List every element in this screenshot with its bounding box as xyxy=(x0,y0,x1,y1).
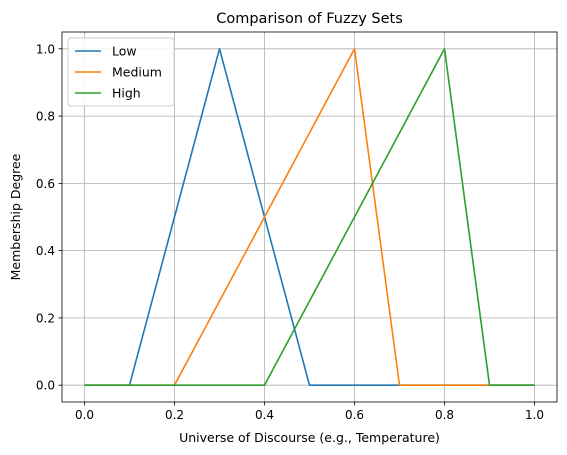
legend: Low Medium High xyxy=(67,37,175,107)
axis-ticks: 0.0 0.2 0.4 0.6 0.8 1.0 0.0 0.2 0.4 0.6 0.8 1.0 xyxy=(36,42,544,422)
chart-title: Comparison of Fuzzy Sets xyxy=(216,11,403,27)
legend-label-low: Low xyxy=(112,44,137,59)
legend-label-high: High xyxy=(112,86,141,101)
x-tick-label: 1.0 xyxy=(525,408,544,422)
y-tick-label: 1.0 xyxy=(36,42,55,56)
x-tick-label: 0.0 xyxy=(75,408,94,422)
y-tick-label: 0.0 xyxy=(36,379,55,393)
x-axis-label: Universe of Discourse (e.g., Temperature… xyxy=(179,430,440,445)
x-tick-label: 0.8 xyxy=(435,408,454,422)
y-tick-label: 0.4 xyxy=(36,244,55,258)
series-line-high xyxy=(84,47,535,387)
y-axis-label: Membership Degree xyxy=(8,153,23,280)
x-tick-label: 0.6 xyxy=(345,408,364,422)
legend-box xyxy=(67,37,175,107)
legend-label-medium: Medium xyxy=(112,65,162,80)
x-tick-label: 0.2 xyxy=(165,408,184,422)
axes-frame xyxy=(61,31,558,403)
y-tick-label: 0.6 xyxy=(36,177,55,191)
x-tick-label: 0.4 xyxy=(255,408,274,422)
y-tick-label: 0.8 xyxy=(36,110,55,124)
series-lines xyxy=(84,47,535,387)
y-tick-label: 0.2 xyxy=(36,311,55,325)
